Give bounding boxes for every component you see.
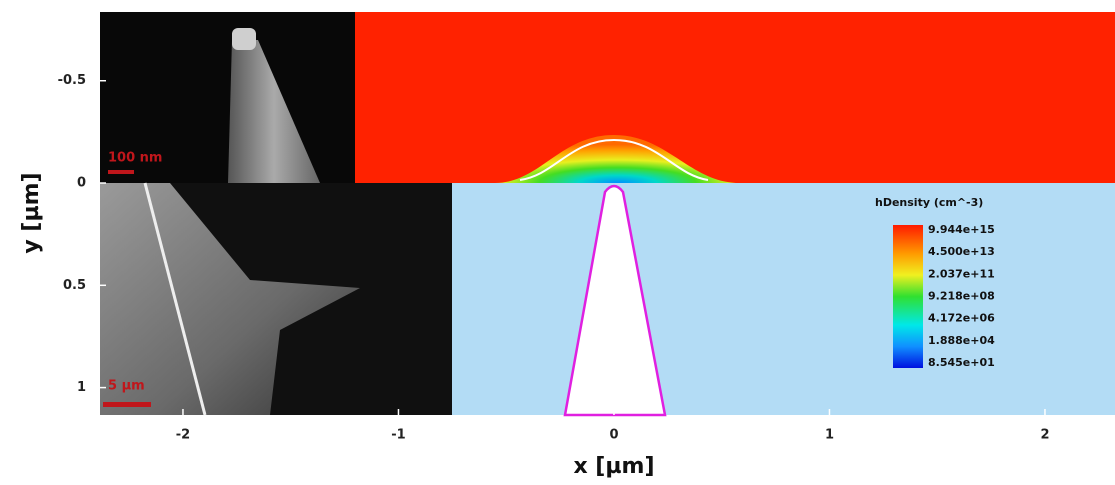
y-axis-label: y [µm] [19, 172, 44, 253]
scale-bar-label: 5 µm [108, 379, 145, 394]
colorbar-label: 9.944e+15 [928, 223, 995, 236]
y-tick-label: 0.5 [63, 278, 86, 293]
x-tick-label: 2 [1040, 428, 1049, 443]
y-tick-label: 1 [77, 380, 86, 395]
x-tick-label: -1 [391, 428, 405, 443]
colorbar-title: hDensity (cm^-3) [875, 196, 983, 209]
y-tick-label: 0 [77, 176, 86, 191]
colorbar-label: 4.500e+13 [928, 245, 995, 258]
scale-bar [108, 170, 134, 174]
colorbar-label: 8.545e+01 [928, 356, 995, 369]
figure: 100 nm 5 µm hDensity (cm^-3) 9.944e+15 4.… [0, 0, 1115, 485]
domain [452, 183, 1115, 415]
scale-bar-label: 100 nm [108, 151, 162, 166]
colorbar-label: 2.037e+11 [928, 267, 995, 280]
x-tick-label: -2 [176, 428, 190, 443]
colorbar-label: 4.172e+06 [928, 312, 995, 325]
y-tick-label: -0.5 [58, 73, 86, 88]
field-map [355, 12, 1115, 183]
x-axis-label: x [µm] [573, 454, 654, 479]
x-tick-label: 0 [609, 428, 618, 443]
sem-apex [232, 28, 256, 50]
x-tick-label: 1 [825, 428, 834, 443]
scale-bar [103, 402, 151, 407]
colorbar-label: 1.888e+04 [928, 334, 995, 347]
colorbar [893, 225, 923, 368]
colorbar-label: 9.218e+08 [928, 290, 995, 303]
